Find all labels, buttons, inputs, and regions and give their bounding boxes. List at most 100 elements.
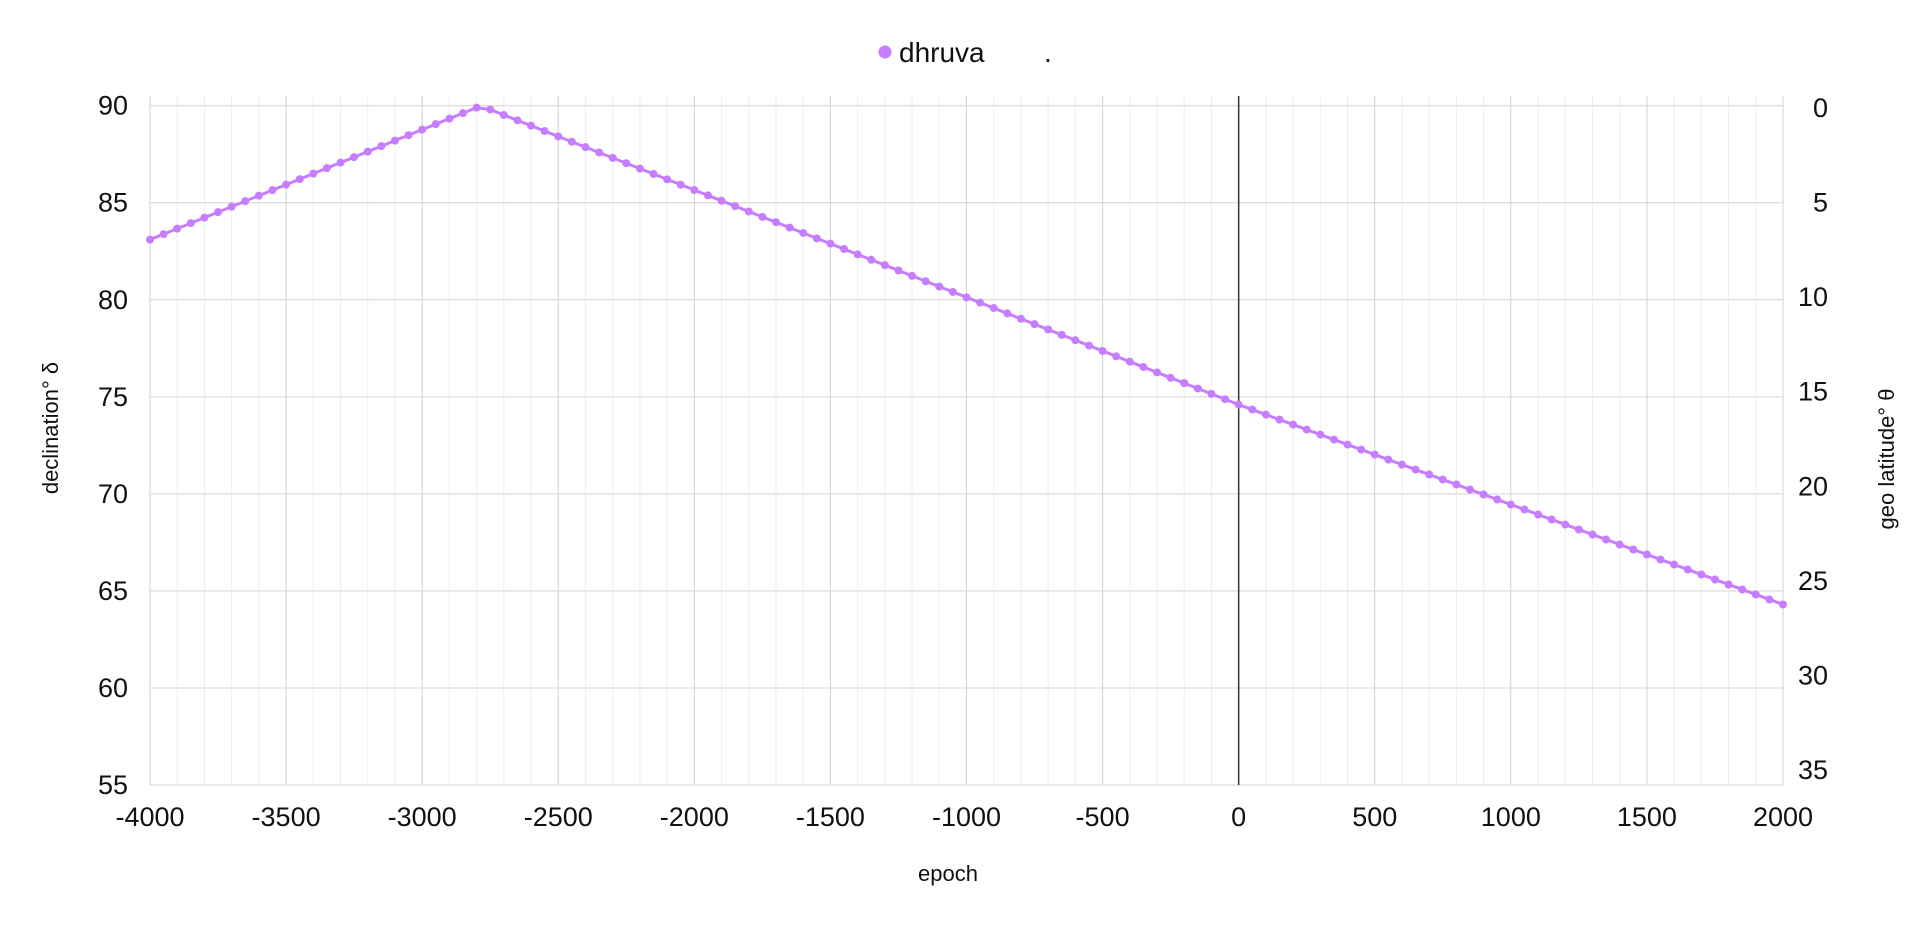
data-point: [513, 116, 522, 125]
y-tick-label: 80: [98, 285, 128, 315]
data-point: [350, 153, 359, 162]
data-point: [1193, 384, 1202, 393]
data-point: [1248, 405, 1257, 414]
data-point: [1534, 510, 1543, 519]
data-point: [962, 293, 971, 302]
data-point: [322, 164, 331, 173]
data-point: [1084, 341, 1093, 350]
y-axis-title: declination° δ: [38, 362, 63, 494]
data-point: [1683, 565, 1692, 574]
data-point: [1520, 505, 1529, 514]
data-point: [1044, 325, 1053, 334]
y2-axis-title: geo latitude° θ: [1874, 389, 1899, 530]
legend-label-dhruva: dhruva: [899, 37, 985, 68]
data-point: [336, 158, 345, 167]
data-point: [649, 169, 658, 178]
data-point: [499, 110, 508, 119]
data-point: [1289, 420, 1298, 429]
x-tick-label: 0: [1231, 802, 1246, 832]
y-tick-label: 55: [98, 770, 128, 800]
data-point: [363, 147, 372, 156]
data-point: [1506, 500, 1515, 509]
data-point: [1642, 550, 1651, 559]
data-point: [853, 250, 862, 259]
data-point: [690, 186, 699, 195]
data-point: [418, 125, 427, 134]
data-point: [1166, 373, 1175, 382]
x-tick-labels: -4000 -3500 -3000 -2500 -2000 -1500 -1000 -500 0…: [115, 802, 1813, 832]
y2-tick-label: 35: [1798, 755, 1828, 785]
major-grid: [149, 96, 1784, 786]
data-point: [540, 127, 549, 136]
data-point: [214, 208, 223, 217]
data-point: [173, 224, 182, 233]
data-point: [581, 143, 590, 152]
data-point: [404, 131, 413, 140]
data-point: [1411, 465, 1420, 474]
data-point: [200, 213, 209, 222]
data-point: [1438, 475, 1447, 484]
data-point: [1656, 555, 1665, 564]
data-point: [840, 245, 849, 254]
data-point: [1316, 430, 1325, 439]
data-point: [1547, 515, 1556, 524]
data-point: [1397, 460, 1406, 469]
data-point: [935, 282, 944, 291]
data-point: [1629, 545, 1638, 554]
data-point: [1724, 580, 1733, 589]
x-tick-label: -2500: [524, 802, 593, 832]
data-point: [1384, 455, 1393, 464]
data-point: [1343, 440, 1352, 449]
data-point: [1098, 346, 1107, 355]
data-point: [921, 277, 930, 286]
x-tick-label: -4000: [115, 802, 184, 832]
data-point: [1329, 435, 1338, 444]
data-point: [146, 235, 154, 244]
y-tick-label: 60: [98, 673, 128, 703]
data-point: [1479, 490, 1488, 499]
data-point: [676, 180, 685, 189]
data-point: [268, 186, 277, 195]
x-tick-label: -500: [1076, 802, 1130, 832]
data-point: [908, 271, 917, 280]
data-point: [1452, 480, 1461, 489]
data-point: [1370, 450, 1379, 459]
data-point: [282, 180, 291, 189]
data-point: [758, 212, 767, 221]
data-point: [186, 219, 195, 228]
x-tick-label: -3500: [252, 802, 321, 832]
y2-tick-label: 10: [1798, 282, 1828, 312]
data-point: [1588, 530, 1597, 539]
data-point: [1112, 352, 1121, 361]
data-point: [880, 261, 889, 270]
data-point: [744, 207, 753, 216]
data-point: [1221, 395, 1230, 404]
data-point: [1125, 357, 1134, 366]
y2-tick-label: 5: [1813, 188, 1828, 218]
data-point: [595, 148, 604, 157]
data-point: [771, 218, 780, 227]
data-point: [1779, 600, 1787, 609]
data-point: [527, 121, 536, 130]
legend-marker-dhruva: [878, 45, 892, 59]
x-tick-label: 1000: [1481, 802, 1541, 832]
data-point: [812, 234, 821, 243]
y2-tick-label: 30: [1798, 660, 1828, 690]
data-point: [567, 137, 576, 146]
data-point: [241, 197, 250, 206]
x-tick-label: 500: [1352, 802, 1397, 832]
legend: dhruva .: [878, 37, 1052, 68]
data-point: [867, 255, 876, 264]
y-tick-labels: 90 85 80 75 70 65 60 55: [98, 91, 128, 800]
data-point: [254, 191, 263, 200]
y2-tick-label: 0: [1813, 93, 1828, 123]
data-point: [1751, 590, 1760, 599]
data-point: [1180, 379, 1189, 388]
x-tick-label: 1500: [1617, 802, 1677, 832]
y2-tick-label: 20: [1798, 471, 1828, 501]
data-point: [1425, 470, 1434, 479]
data-point: [622, 159, 631, 168]
data-point: [554, 132, 563, 141]
y-tick-label: 65: [98, 576, 128, 606]
data-point: [731, 202, 740, 211]
